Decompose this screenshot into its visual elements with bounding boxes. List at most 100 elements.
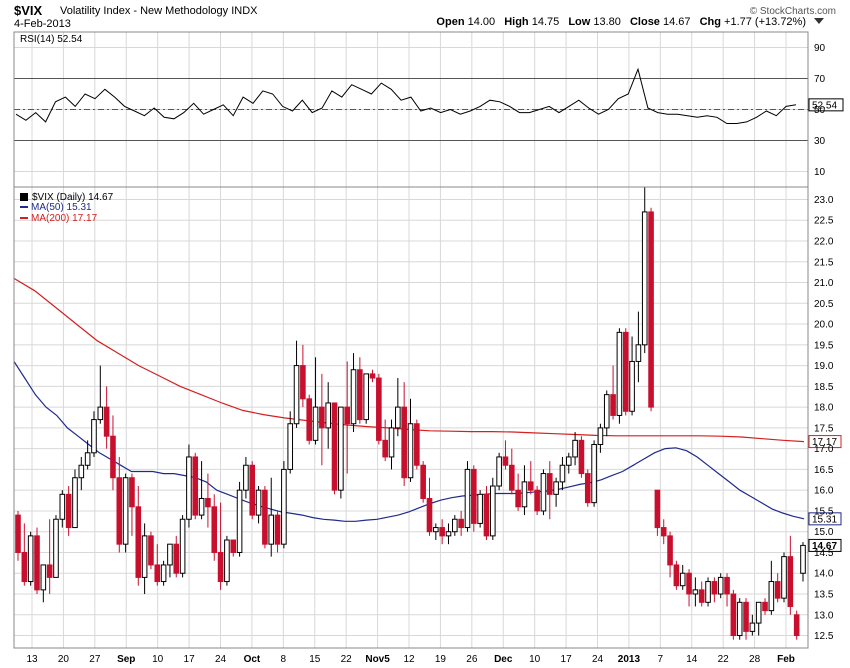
x-tick-label: 10 [529,654,541,665]
close-value: 14.67 [663,16,691,28]
candle-down [660,527,667,537]
instrument-title: Volatility Index - New Methodology [60,5,229,17]
price-tick-label: 20.0 [814,320,834,331]
candle-up [281,468,287,545]
candle-down [306,398,313,441]
candle-down [148,535,154,566]
candle-up [141,535,148,578]
candle-down [129,477,135,508]
x-tick-label: 28 [749,654,761,665]
candle-down [648,211,654,408]
candle-up [477,493,483,524]
candle-down [698,589,705,603]
candle-down [274,514,281,545]
candle-down [344,406,350,425]
high-label: High [504,16,529,28]
candle-down [217,551,224,583]
x-tick-label: 8 [281,654,287,665]
rsi-tick-label: 70 [814,74,826,85]
price-tick-label: 16.0 [814,486,834,497]
close-label: Close [629,16,660,28]
candle-up [84,452,91,466]
candle-up [255,489,262,516]
price-tick-label: 21.5 [814,257,834,268]
price-tick-label: 15.0 [814,527,834,538]
candle-up [160,564,167,583]
rsi-tick-label: 90 [814,43,826,54]
candle-up [540,473,547,512]
candle-up [736,601,743,637]
candle-up [167,543,173,566]
candle-down [135,506,142,578]
candle-up [40,564,47,591]
candle-up [591,443,597,504]
x-tick-label: 14 [686,654,698,665]
candle-up [717,576,724,595]
candle-up [59,493,66,520]
candle-up [521,481,528,508]
high-value: 14.75 [531,16,560,28]
price-tick-label: 15.5 [814,506,834,517]
candle-up [198,497,205,516]
x-tick-label: 7 [658,654,664,665]
candle-up [749,622,756,632]
price-tick-label: 17.0 [814,444,834,455]
candle-down [502,456,509,466]
candle-down [401,406,407,479]
candle-down [414,423,420,466]
candle-down [667,535,673,566]
price-tick-label: 22.5 [814,216,834,227]
rsi-last-value: 52.54 [812,100,837,111]
rsi-tick-label: 30 [814,136,826,147]
last-close-badge [808,538,842,552]
chevron-down-icon[interactable] [814,18,824,24]
legend-entry: MA(200) 17.17 [31,213,98,224]
x-tick-label: 17 [184,654,196,665]
candle-down [34,535,40,591]
candlestick-icon [20,193,28,201]
candle-up [224,539,230,583]
candle-down [116,477,123,545]
candle-down [211,506,218,553]
open-value: 14.00 [467,16,496,28]
candle-up [350,369,357,425]
candle-up [597,427,604,445]
x-tick-label: 15 [309,654,321,665]
candle-down [622,331,629,412]
candle-down [173,543,180,574]
candle-down [331,402,338,491]
rsi-title: RSI(14) 52.54 [20,34,83,45]
candle-up [800,544,806,574]
candle-up [496,456,502,487]
x-tick-label: 10 [152,654,164,665]
price-tick-label: 16.5 [814,465,834,476]
price-tick-label: 13.5 [814,590,834,601]
x-tick-label: 22 [341,654,353,665]
candle-up [388,427,395,458]
last-close-value: 14.67 [812,541,837,552]
candle-up [363,373,369,421]
candle-up [433,527,439,533]
ma50-line [13,361,805,522]
candle-down [192,456,199,516]
x-tick-label: Sep [117,654,135,665]
candle-down [458,518,464,529]
candle-up [236,489,243,553]
candle-down [300,365,306,400]
price-title: $VIX (Daily) 14.67 [32,192,114,203]
x-tick-label: 17 [561,654,573,665]
ma200-last-value: 17.17 [812,437,837,448]
symbol: $VIX [14,3,43,18]
price-tick-label: 19.5 [814,340,834,351]
candle-up [338,406,344,491]
candle-up [755,601,762,624]
candle-down [527,481,534,491]
price-tick-label: 13.0 [814,610,834,621]
open-label: Open [436,16,465,28]
candle-down [534,489,540,512]
low-label: Low [568,16,591,28]
candle-up [445,531,452,537]
candle-down [673,564,680,587]
price-tick-label: 14.5 [814,548,834,559]
